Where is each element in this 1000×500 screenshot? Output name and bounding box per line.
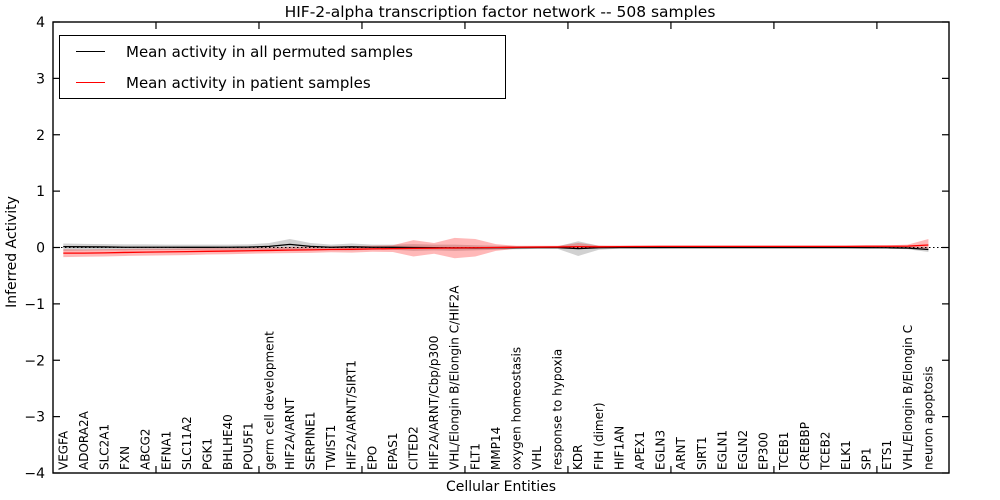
svg-text:HIF2A/ARNT/SIRT1: HIF2A/ARNT/SIRT1 — [345, 360, 359, 470]
svg-text:0: 0 — [36, 241, 45, 257]
svg-text:ETS1: ETS1 — [880, 440, 894, 470]
legend-label-permuted: Mean activity in all permuted samples — [126, 42, 413, 61]
svg-text:SP1: SP1 — [860, 448, 874, 471]
svg-text:CITED2: CITED2 — [406, 426, 420, 470]
svg-text:SLC2A1: SLC2A1 — [97, 424, 111, 470]
svg-text:CREBBP: CREBBP — [798, 422, 812, 470]
svg-text:4: 4 — [36, 15, 45, 31]
svg-text:3: 3 — [36, 71, 45, 87]
legend-item-patient: Mean activity in patient samples — [60, 67, 505, 98]
svg-text:ADORA2A: ADORA2A — [77, 410, 91, 470]
svg-text:1: 1 — [36, 184, 45, 200]
svg-text:ABCG2: ABCG2 — [139, 428, 153, 470]
svg-text:KDR: KDR — [571, 445, 585, 470]
svg-text:APEX1: APEX1 — [633, 431, 647, 470]
svg-text:HIF2A/ARNT/Cbp/p300: HIF2A/ARNT/Cbp/p300 — [427, 336, 441, 470]
svg-text:VHL/Elongin B/Elongin C: VHL/Elongin B/Elongin C — [901, 325, 915, 470]
svg-text:EPO: EPO — [365, 446, 379, 470]
legend-label-patient: Mean activity in patient samples — [126, 73, 371, 92]
series-lines — [63, 243, 929, 254]
axis-ticks — [53, 21, 949, 474]
svg-text:VHL/Elongin B/Elongin C/HIF2A: VHL/Elongin B/Elongin C/HIF2A — [448, 285, 462, 470]
svg-text:FIH (dimer): FIH (dimer) — [592, 402, 606, 470]
svg-text:−2: −2 — [24, 353, 45, 369]
svg-text:VEGFA: VEGFA — [56, 430, 70, 470]
legend-item-permuted: Mean activity in all permuted samples — [60, 36, 505, 67]
svg-text:oxygen homeostasis: oxygen homeostasis — [509, 347, 523, 470]
svg-text:EGLN3: EGLN3 — [654, 430, 668, 470]
svg-text:−1: −1 — [24, 297, 45, 313]
svg-text:SERPINE1: SERPINE1 — [303, 411, 317, 470]
svg-text:FXN: FXN — [118, 446, 132, 470]
svg-text:−4: −4 — [24, 466, 45, 482]
patient-line-swatch-icon — [76, 82, 105, 83]
svg-text:POU5F1: POU5F1 — [242, 422, 256, 470]
svg-text:HIF2A/ARNT: HIF2A/ARNT — [283, 397, 297, 470]
svg-text:EFNA1: EFNA1 — [159, 431, 173, 470]
svg-text:TCEB2: TCEB2 — [818, 432, 832, 471]
svg-text:HIF1AN: HIF1AN — [612, 426, 626, 470]
svg-text:−3: −3 — [24, 410, 45, 426]
x-axis-label: Cellular Entities — [445, 479, 557, 495]
svg-text:response to hypoxia: response to hypoxia — [551, 349, 565, 470]
svg-text:VHL: VHL — [530, 446, 544, 470]
svg-text:TWIST1: TWIST1 — [324, 425, 338, 471]
permuted-line-swatch-icon — [76, 51, 105, 52]
legend: Mean activity in all permuted samples Me… — [59, 35, 506, 99]
svg-text:TCEB1: TCEB1 — [777, 432, 791, 471]
y-axis-label: Inferred Activity — [4, 196, 20, 308]
svg-text:SIRT1: SIRT1 — [695, 436, 709, 470]
svg-text:PGK1: PGK1 — [200, 438, 214, 470]
svg-text:EGLN1: EGLN1 — [715, 430, 729, 470]
svg-text:ELK1: ELK1 — [839, 440, 853, 470]
svg-text:BHLHE40: BHLHE40 — [221, 414, 235, 470]
svg-text:germ cell development: germ cell development — [262, 331, 276, 470]
svg-text:FLT1: FLT1 — [468, 443, 482, 470]
svg-text:MMP14: MMP14 — [489, 427, 503, 470]
svg-text:EPAS1: EPAS1 — [386, 432, 400, 470]
svg-text:EP300: EP300 — [757, 432, 771, 470]
svg-text:neuron apoptosis: neuron apoptosis — [921, 366, 935, 470]
chart-title: HIF-2-alpha transcription factor network… — [284, 3, 716, 21]
svg-text:ARNT: ARNT — [674, 436, 688, 470]
svg-text:EGLN2: EGLN2 — [736, 430, 750, 470]
svg-text:SLC11A2: SLC11A2 — [180, 416, 194, 470]
y-tick-labels: −4 −3 −2 −1 0 1 2 3 4 — [24, 15, 45, 482]
svg-text:2: 2 — [36, 128, 45, 144]
x-category-labels: VEGFA ADORA2A SLC2A1 FXN ABCG2 EFNA1 SLC11A2 PG… — [56, 285, 935, 471]
